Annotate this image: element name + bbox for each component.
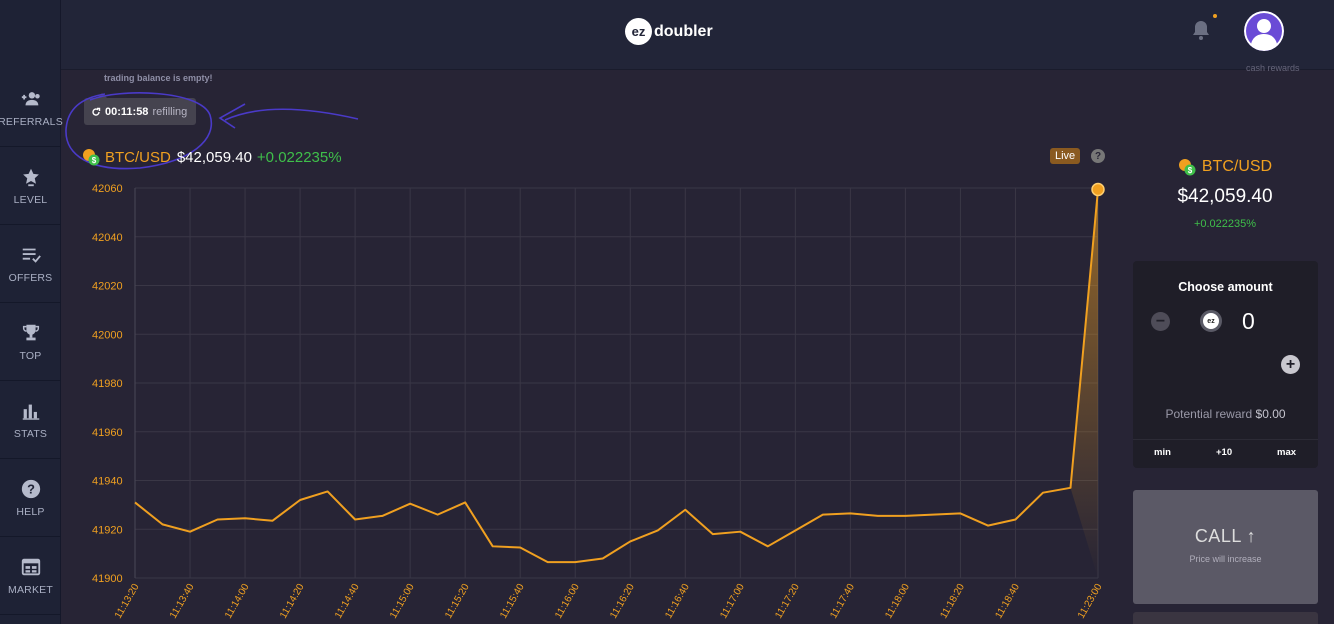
logo-badge: ez xyxy=(625,18,652,45)
sidebar-item-label: STATS xyxy=(13,427,48,440)
svg-text:?: ? xyxy=(27,481,35,496)
amount-panel: Choose amount − ez 0 + Potential reward … xyxy=(1133,261,1318,468)
series-line xyxy=(134,189,1099,564)
x-tick-label: 11:15:20 xyxy=(443,582,472,621)
panel-change: +0.022235% xyxy=(1193,218,1257,230)
sidebar-item-top[interactable]: TOP xyxy=(0,303,61,381)
plus-ten-button[interactable]: +10 xyxy=(1216,447,1233,458)
timer-status: refilling xyxy=(152,105,188,118)
stats-icon xyxy=(22,404,39,420)
put-button[interactable] xyxy=(1133,612,1318,624)
user-icon xyxy=(1244,11,1284,51)
refill-timer: 00:11:58 refilling xyxy=(84,93,196,125)
cash-rewards-label[interactable]: cash rewards xyxy=(1246,63,1300,73)
amount-title: Choose amount xyxy=(1178,280,1273,294)
sidebar-item-help[interactable]: ? HELP xyxy=(0,459,61,537)
last-point-marker xyxy=(1091,182,1105,197)
asset-change: +0.022235% xyxy=(256,148,342,166)
asset-price: $42,059.40 xyxy=(176,148,252,166)
x-tick-label: 11:15:40 xyxy=(498,582,527,621)
call-label: CALL ↑ xyxy=(1194,526,1257,546)
divider xyxy=(1133,439,1318,440)
user-avatar[interactable] xyxy=(1244,11,1284,51)
y-tick-label: 42040 xyxy=(92,232,123,244)
x-tick-label: 11:14:20 xyxy=(278,582,307,621)
x-tick-label: 11:14:00 xyxy=(223,582,252,621)
x-tick-label: 11:16:40 xyxy=(663,582,692,621)
x-tick-label: 11:18:40 xyxy=(993,582,1022,621)
ez-coin-icon: ez xyxy=(1200,310,1222,332)
sidebar: REFERRALS LEVEL OFFERS TOP STATS ? HELP … xyxy=(0,0,63,624)
offers-icon xyxy=(22,248,41,263)
sidebar-item-stats[interactable]: STATS xyxy=(0,381,61,459)
sidebar-item-label: LEVEL xyxy=(13,193,48,206)
bell-icon[interactable] xyxy=(1191,19,1211,41)
sidebar-item-label: REFERRALS xyxy=(0,115,63,128)
x-tick-label: 11:13:20 xyxy=(113,582,142,621)
max-amount-button[interactable]: max xyxy=(1277,447,1297,458)
sidebar-item-market[interactable]: MARKET xyxy=(0,537,61,615)
decrease-amount-button[interactable]: − xyxy=(1151,312,1170,331)
x-tick-label: 11:13:40 xyxy=(168,582,197,621)
x-tick-label: 11:15:00 xyxy=(388,582,417,621)
amount-value[interactable]: 0 xyxy=(1242,308,1255,334)
balance-notice: trading balance is empty! xyxy=(104,73,213,83)
series-area xyxy=(1070,189,1098,578)
x-tick-label: 11:23:00 xyxy=(1076,582,1105,621)
min-amount-button[interactable]: min xyxy=(1154,447,1171,458)
referrals-icon xyxy=(21,91,40,105)
sidebar-item-label: HELP xyxy=(16,505,45,518)
coin-pair-icon: $ xyxy=(1178,159,1196,176)
svg-text:$: $ xyxy=(1188,166,1193,175)
potential-reward: Potential reward $0.00 xyxy=(1133,407,1318,421)
sidebar-item-label: TOP xyxy=(19,349,42,362)
sidebar-item-referrals[interactable]: REFERRALS xyxy=(0,69,63,147)
asset-pair: BTC/USD xyxy=(105,148,171,166)
x-tick-label: 11:17:20 xyxy=(773,582,802,621)
logo-text: doubler xyxy=(654,22,713,40)
x-tick-label: 11:16:20 xyxy=(608,582,637,621)
y-tick-label: 41980 xyxy=(92,378,123,390)
y-tick-label: 41940 xyxy=(92,476,123,488)
y-tick-label: 41900 xyxy=(92,573,123,585)
sidebar-item-offers[interactable]: OFFERS xyxy=(0,225,61,303)
timer-value: 00:11:58 xyxy=(105,105,149,118)
increase-amount-button[interactable]: + xyxy=(1281,355,1300,374)
notification-dot xyxy=(1213,14,1217,18)
x-tick-label: 11:18:00 xyxy=(883,582,912,621)
x-tick-label: 11:14:40 xyxy=(333,582,362,621)
x-tick-label: 11:17:40 xyxy=(828,582,857,621)
app-logo[interactable]: ez doubler xyxy=(625,18,713,45)
help-icon[interactable]: ? xyxy=(1091,149,1105,163)
reward-value: $0.00 xyxy=(1255,407,1286,421)
call-button[interactable]: CALL ↑ Price will increase xyxy=(1133,490,1318,604)
coin-pair-icon: $ xyxy=(83,149,100,166)
market-icon xyxy=(21,558,40,575)
trophy-icon xyxy=(22,324,39,340)
y-tick-label: 42060 xyxy=(92,183,123,195)
refresh-icon xyxy=(92,107,101,116)
asset-ticker: $ BTC/USD $42,059.40 +0.022235% xyxy=(82,148,342,166)
panel-pair: BTC/USD xyxy=(1201,158,1273,175)
top-header: ez doubler cash rewards xyxy=(61,0,1334,73)
sidebar-item-level[interactable]: LEVEL xyxy=(0,147,61,225)
live-badge: Live xyxy=(1050,148,1081,164)
price-chart: 41900 41920 41940 41960 41980 42000 42020 42040… xyxy=(92,182,1105,621)
reward-label: Potential reward xyxy=(1165,407,1253,421)
y-tick-label: 41920 xyxy=(92,524,123,536)
call-sublabel: Price will increase xyxy=(1189,554,1262,564)
help-icon: ? xyxy=(21,479,40,498)
x-tick-label: 11:16:00 xyxy=(553,582,582,621)
y-tick-label: 42020 xyxy=(92,281,123,293)
panel-price: $42,059.40 xyxy=(1177,186,1273,207)
sidebar-item-label: MARKET xyxy=(8,583,53,596)
x-tick-label: 11:18:20 xyxy=(938,582,967,621)
y-tick-label: 42000 xyxy=(92,329,123,341)
sidebar-item-label: OFFERS xyxy=(8,271,53,284)
y-tick-label: 41960 xyxy=(92,427,123,439)
panel-ticker: $ BTC/USD $42,059.40 +0.022235% xyxy=(1140,158,1310,230)
x-tick-label: 11:17:00 xyxy=(718,582,747,621)
star-icon xyxy=(22,168,39,186)
svg-text:$: $ xyxy=(92,156,97,165)
